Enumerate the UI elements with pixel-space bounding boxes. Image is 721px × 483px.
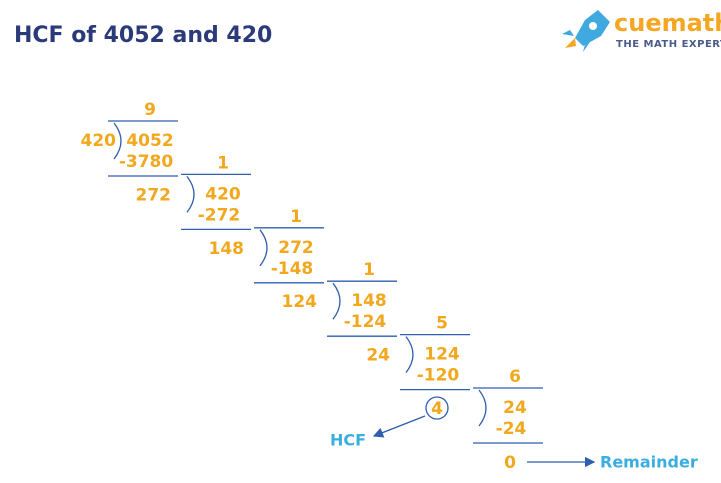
dividend: 24 <box>503 398 527 418</box>
dividend: 148 <box>351 291 387 311</box>
dividend: 4052 <box>126 131 173 151</box>
quotient: 1 <box>217 153 229 173</box>
logo-icon <box>562 10 610 52</box>
dividend: 420 <box>205 184 241 204</box>
product: -272 <box>198 205 241 225</box>
bracket <box>113 122 122 160</box>
bracket <box>186 176 195 213</box>
product: -24 <box>496 419 527 439</box>
logo-tagline: THE MATH EXPERT <box>616 39 721 50</box>
hcf-circle <box>425 396 449 420</box>
product: -3780 <box>119 152 174 172</box>
dividend: 272 <box>278 238 314 258</box>
remainder-label: Remainder <box>600 453 698 472</box>
hcf-arrow <box>372 415 426 438</box>
divisor: 272 <box>136 185 172 205</box>
bracket <box>259 229 268 267</box>
divisor: 4 <box>431 399 443 419</box>
dividend: 124 <box>424 345 460 365</box>
quotient: 9 <box>144 100 156 120</box>
final-remainder: 0 <box>504 453 516 473</box>
divisor: 148 <box>209 239 245 259</box>
quotient: 1 <box>363 260 375 280</box>
divisor: 420 <box>81 131 117 151</box>
quotient: 5 <box>436 314 448 334</box>
product: -124 <box>344 312 387 332</box>
title: HCF of 4052 and 420 <box>14 23 272 48</box>
logo-name: cuemath <box>614 9 721 37</box>
quotient: 1 <box>290 207 302 227</box>
product: -148 <box>271 259 314 279</box>
bracket <box>332 282 341 320</box>
hcf-label: HCF <box>330 431 366 450</box>
divisor: 24 <box>366 346 390 366</box>
bracket <box>478 389 487 427</box>
quotient: 6 <box>509 367 521 387</box>
divisor: 124 <box>282 292 318 312</box>
product: -120 <box>417 366 460 386</box>
division-steps: 94052-37804201420-2722721272-1481481148-… <box>81 100 543 473</box>
bracket <box>405 336 414 373</box>
